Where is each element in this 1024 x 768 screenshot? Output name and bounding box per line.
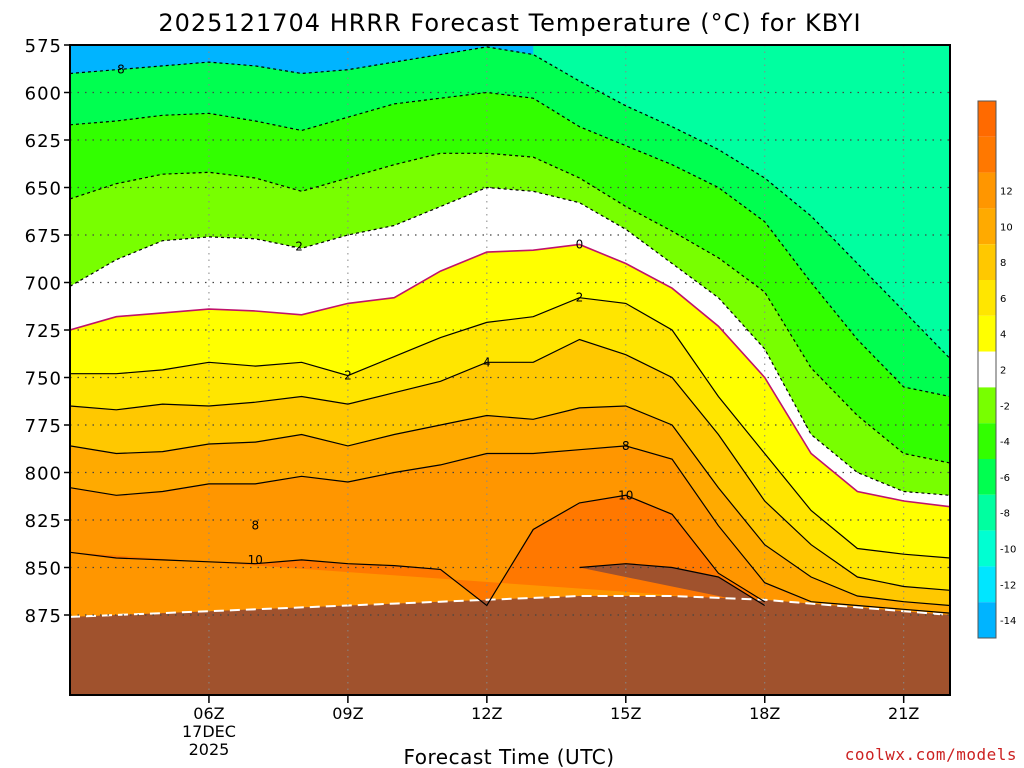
legend-frame bbox=[977, 100, 997, 639]
legend-swatch bbox=[978, 351, 996, 388]
y-tick-label: 700 bbox=[25, 274, 62, 295]
contour-label: 8 bbox=[117, 63, 125, 77]
isotherm--2 bbox=[70, 186, 950, 496]
band-above-12 bbox=[579, 563, 765, 606]
y-tick-label: 850 bbox=[25, 559, 62, 580]
legend-tick-label: -4 bbox=[1000, 437, 1010, 448]
legend-swatch bbox=[978, 566, 996, 603]
y-tick-label: 625 bbox=[25, 131, 62, 152]
isotherm--6 bbox=[70, 91, 950, 398]
legend-swatch bbox=[978, 387, 996, 424]
contour-label: -2 bbox=[291, 239, 303, 253]
contour-label: 2 bbox=[344, 369, 352, 383]
legend-tick-label: 10 bbox=[1000, 222, 1013, 233]
x-axis-label: Forecast Time (UTC) bbox=[403, 745, 614, 768]
legend-tick-label: -12 bbox=[1000, 580, 1016, 591]
grid-layer bbox=[70, 45, 950, 695]
legend-swatch bbox=[978, 530, 996, 567]
chart-title: 2025121704 HRRR Forecast Temperature (°C… bbox=[158, 9, 861, 37]
source-credit[interactable]: coolwx.com/models bbox=[845, 745, 1017, 764]
y-tick-label: 775 bbox=[25, 416, 62, 437]
y-tick-label: 600 bbox=[25, 84, 62, 105]
plot-frame bbox=[69, 44, 951, 696]
legend-swatch bbox=[978, 459, 996, 495]
isotherm-0 bbox=[70, 243, 950, 508]
legend-swatch bbox=[978, 172, 996, 209]
contour-label: 8 bbox=[622, 439, 630, 453]
x-tick-label: 15Z bbox=[610, 704, 641, 723]
legend-tick-label: -14 bbox=[1000, 616, 1016, 627]
color-legend: 12 10 8 6 4 2 -2 -4 -6 -8 -10 -12 -14 bbox=[977, 100, 1016, 639]
x-year-label: 2025 bbox=[189, 740, 230, 759]
legend-swatch bbox=[978, 208, 996, 245]
x-tick-label: 21Z bbox=[888, 704, 919, 723]
legend-swatch bbox=[978, 101, 996, 137]
x-tick-label: 18Z bbox=[749, 704, 780, 723]
legend-swatch bbox=[978, 602, 996, 638]
legend-tick-label: -8 bbox=[1000, 509, 1010, 520]
isotherm-4 bbox=[70, 338, 950, 591]
contour-label: 4 bbox=[483, 355, 491, 369]
legend-tick-label: -10 bbox=[1000, 545, 1016, 556]
y-tick-label: 825 bbox=[25, 511, 62, 532]
contour-label: 0 bbox=[576, 238, 584, 252]
terrain-fill bbox=[70, 596, 950, 695]
legend-tick-label: 2 bbox=[1000, 366, 1006, 377]
contour-label: 10 bbox=[618, 488, 633, 502]
x-tick-label: 06Z bbox=[193, 704, 224, 723]
contour-label: 2 bbox=[576, 291, 584, 305]
legend-swatch bbox=[978, 423, 996, 459]
legend-swatch bbox=[978, 280, 996, 316]
y-tick-label: 800 bbox=[25, 464, 62, 485]
legend-tick-label: 8 bbox=[1000, 258, 1006, 269]
y-axis: 575 600 625 650 675 700 725 750 775 800 825 850 875 bbox=[25, 36, 70, 627]
isotherm-layer bbox=[70, 45, 950, 614]
x-tick-label: 09Z bbox=[332, 704, 363, 723]
x-tick-label: 12Z bbox=[471, 704, 502, 723]
legend-tick-label: 12 bbox=[1000, 187, 1013, 198]
isotherm-8 bbox=[70, 445, 950, 614]
y-tick-label: 575 bbox=[25, 36, 62, 57]
isotherm-6 bbox=[70, 405, 950, 607]
y-tick-label: 725 bbox=[25, 321, 62, 342]
y-tick-label: 750 bbox=[25, 369, 62, 390]
legend-tick-label: 6 bbox=[1000, 294, 1006, 305]
terrain-edge bbox=[70, 595, 950, 618]
legend-swatch bbox=[978, 315, 996, 352]
terrain-layer bbox=[70, 595, 950, 695]
contour-label: 10 bbox=[248, 553, 263, 567]
contour-label-layer: 8 -2 0 2 2 4 8 10 8 10 bbox=[117, 63, 633, 567]
y-tick-label: 875 bbox=[25, 606, 62, 627]
x-date-label: 17DEC bbox=[182, 722, 236, 741]
band-above-10 bbox=[70, 495, 765, 606]
legend-swatch bbox=[978, 244, 996, 280]
isotherm-10 bbox=[70, 494, 766, 607]
legend-tick-label: -2 bbox=[1000, 401, 1010, 412]
contour-label: 8 bbox=[251, 519, 259, 533]
isotherm-2 bbox=[70, 297, 950, 559]
legend-tick-label: -6 bbox=[1000, 473, 1010, 484]
isotherm-12 bbox=[579, 563, 766, 607]
isotherm--4 bbox=[70, 152, 950, 464]
y-tick-label: 675 bbox=[25, 226, 62, 247]
legend-swatch bbox=[978, 136, 996, 173]
legend-tick-label: 4 bbox=[1000, 330, 1006, 341]
y-tick-label: 650 bbox=[25, 179, 62, 200]
legend-swatch bbox=[978, 494, 996, 531]
